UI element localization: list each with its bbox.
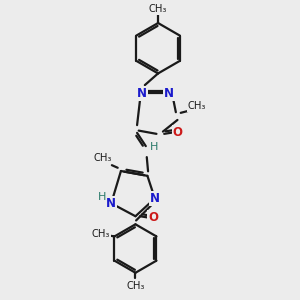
Text: H: H — [98, 193, 106, 202]
Text: CH₃: CH₃ — [94, 153, 112, 163]
Text: N: N — [137, 87, 147, 100]
Text: O: O — [172, 126, 182, 139]
Text: O: O — [148, 211, 158, 224]
Text: CH₃: CH₃ — [149, 4, 167, 14]
Text: H: H — [150, 142, 158, 152]
Text: N: N — [150, 192, 160, 205]
Text: N: N — [106, 197, 116, 210]
Text: CH₃: CH₃ — [126, 281, 145, 291]
Text: CH₃: CH₃ — [188, 101, 206, 111]
Text: CH₃: CH₃ — [92, 230, 110, 239]
Text: N: N — [164, 87, 174, 100]
